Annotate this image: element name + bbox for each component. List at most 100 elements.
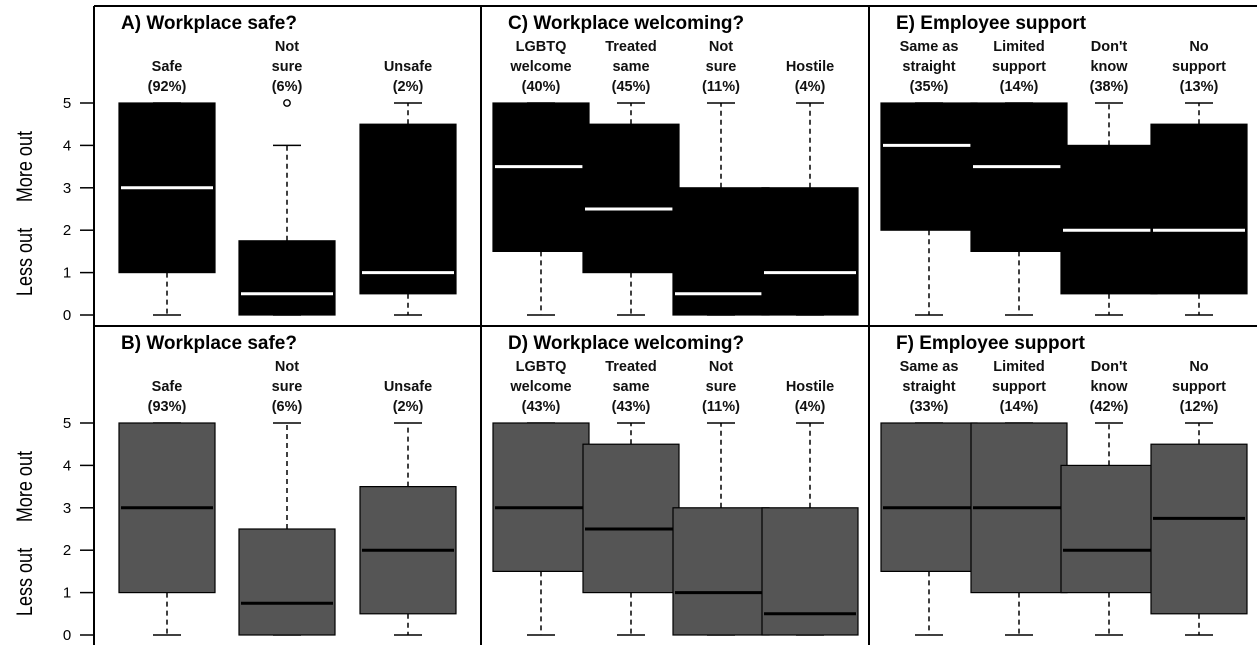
box-limited-support-14: Limited support (14%) (970, 39, 1068, 316)
box-no-support-13: No support (13%) (1150, 39, 1248, 316)
category-label: Treated (605, 359, 657, 375)
panel-title: B) Workplace safe? (121, 333, 297, 354)
category-label: Hostile (786, 59, 834, 75)
category-label: No (1189, 39, 1208, 55)
iqr-box (359, 123, 457, 295)
y-tick-label: 5 (63, 95, 71, 112)
category-label: support (1172, 59, 1226, 75)
box-limited-support-14: Limited support (14%) (970, 359, 1068, 636)
category-label: Not (275, 39, 299, 55)
category-label: Same as (900, 359, 959, 375)
category-label: (2%) (393, 79, 424, 95)
category-label: (38%) (1090, 79, 1129, 95)
category-label: straight (902, 59, 955, 75)
category-label: welcome (509, 379, 571, 395)
y-tick-label: 1 (63, 585, 71, 602)
y-tick-label: 1 (63, 265, 71, 282)
category-label: welcome (509, 59, 571, 75)
category-label: sure (272, 59, 303, 75)
panel-a: A) Workplace safe? 0 1 2 3 4 5 More out Less out… (13, 13, 457, 324)
iqr-box (1060, 144, 1158, 295)
box-lgbtq-welcome-43: LGBTQ welcome (43%) (492, 359, 590, 636)
category-label: (92%) (148, 79, 187, 95)
category-label: Not (275, 359, 299, 375)
category-label: Hostile (786, 379, 834, 395)
iqr-box (672, 187, 770, 316)
y-tick-label: 4 (63, 457, 71, 474)
y-tick-label: 3 (63, 500, 71, 517)
category-label: sure (272, 379, 303, 395)
box-treated-same-45: Treated same (45%) (582, 39, 680, 316)
category-label: LGBTQ (516, 39, 567, 55)
box-sameas-straight-33: Same as straight (33%) (880, 359, 978, 636)
panel-title: C) Workplace welcoming? (508, 13, 744, 34)
category-label: same (612, 59, 649, 75)
y-tick-label: 0 (63, 627, 71, 644)
iqr-box (582, 443, 680, 594)
iqr-box (492, 102, 590, 252)
category-label: (14%) (1000, 79, 1039, 95)
category-label: Same as (900, 39, 959, 55)
category-label: sure (706, 59, 737, 75)
category-label: sure (706, 379, 737, 395)
category-label: (11%) (702, 79, 740, 95)
category-label: Limited (993, 39, 1045, 55)
iqr-box (672, 507, 770, 636)
box-sameas-straight-35: Same as straight (35%) (880, 39, 978, 316)
category-label: Safe (152, 379, 183, 395)
category-label: same (612, 379, 649, 395)
category-label: support (992, 59, 1046, 75)
category-label: Unsafe (384, 379, 432, 395)
category-label: Don't (1091, 359, 1128, 375)
category-label: (2%) (393, 399, 424, 415)
box-unsafe-2: Unsafe (2%) (359, 59, 457, 316)
box-dont-know-38: Don't know (38%) (1060, 39, 1158, 316)
box-safe-92: Safe (92%) (118, 59, 216, 316)
category-label: (43%) (612, 399, 651, 415)
box-not-sure-6: Not sure (6%) (238, 359, 336, 636)
category-label: (40%) (522, 79, 561, 95)
category-label: Don't (1091, 39, 1128, 55)
box-dont-know-42: Don't know (42%) (1060, 359, 1158, 636)
category-label: know (1090, 59, 1128, 75)
iqr-box (238, 528, 336, 636)
category-label: (12%) (1180, 399, 1219, 415)
iqr-box (238, 240, 336, 316)
category-label: Safe (152, 59, 183, 75)
iqr-box (880, 102, 978, 231)
category-label: (4%) (795, 79, 826, 95)
box-not-sure-11: Not sure (11%) (672, 39, 770, 316)
panel-b: B) Workplace safe? 0 1 2 3 4 5 More out Less out… (13, 333, 457, 644)
iqr-box (880, 422, 978, 572)
category-label: Treated (605, 39, 657, 55)
category-label: (42%) (1090, 399, 1129, 415)
category-label: (93%) (148, 399, 187, 415)
category-label: Not (709, 39, 733, 55)
y-tick-label: 5 (63, 415, 71, 432)
y-axis-label-more-out: More out (13, 131, 37, 203)
panel-f: F) Employee support Same as straight (33%) L… (880, 333, 1248, 636)
category-label: know (1090, 379, 1128, 395)
panel-d: D) Workplace welcoming? LGBTQ welcome (43%)… (492, 333, 859, 636)
category-label: (6%) (272, 399, 303, 415)
iqr-box (1150, 123, 1248, 295)
box-no-support-12: No support (12%) (1150, 359, 1248, 636)
category-label: LGBTQ (516, 359, 567, 375)
y-tick-label: 0 (63, 307, 71, 324)
category-label: Limited (993, 359, 1045, 375)
category-label: (6%) (272, 79, 303, 95)
box-unsafe-2: Unsafe (2%) (359, 379, 457, 636)
category-label: support (1172, 379, 1226, 395)
category-label: straight (902, 379, 955, 395)
category-label: (11%) (702, 399, 740, 415)
category-label: Unsafe (384, 59, 432, 75)
iqr-box (1060, 464, 1158, 594)
panel-c: C) Workplace welcoming? LGBTQ welcome (40%)… (492, 13, 859, 316)
iqr-box (970, 102, 1068, 252)
iqr-box (582, 123, 680, 274)
category-label: (13%) (1180, 79, 1219, 95)
y-axis-label-more-out: More out (13, 451, 37, 523)
box-lgbtq-welcome-40: LGBTQ welcome (40%) (492, 39, 590, 316)
iqr-box (761, 187, 859, 316)
